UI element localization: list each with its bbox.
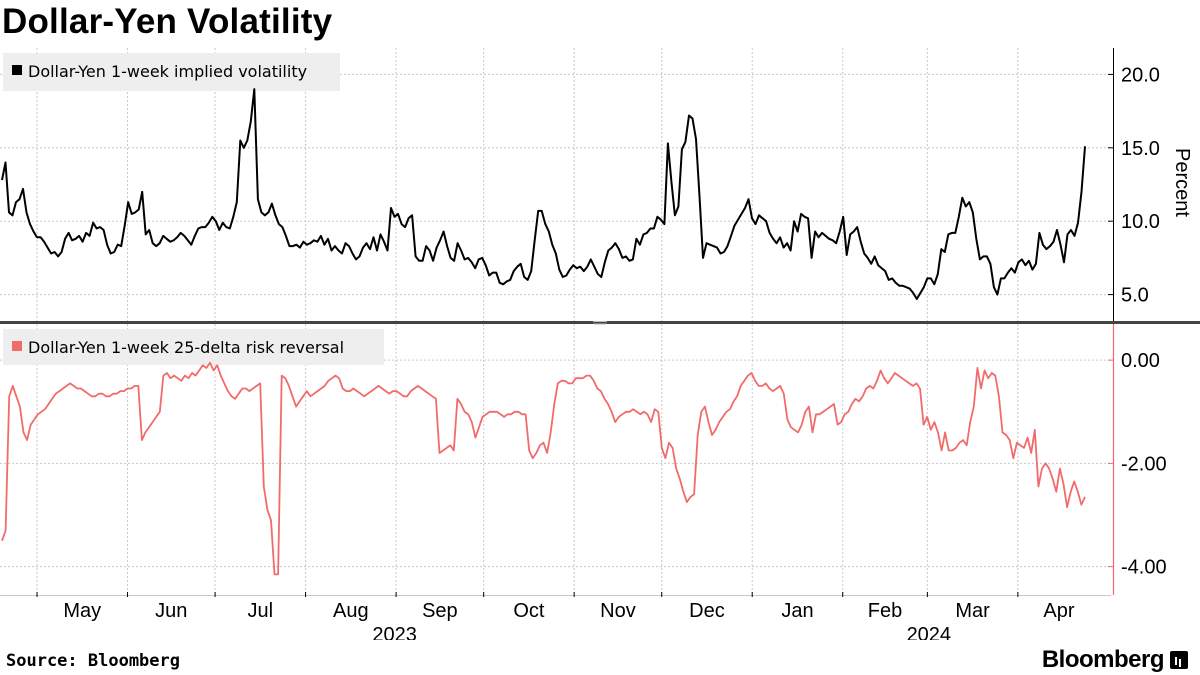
y-tick-label: 20.0	[1121, 64, 1160, 86]
x-tick-label: Mar	[955, 600, 990, 622]
legend-implied-volatility: Dollar-Yen 1-week implied volatility	[3, 53, 340, 91]
y-tick-label: -4.00	[1121, 557, 1167, 579]
legend-background	[3, 53, 340, 91]
chart-title: Dollar-Yen Volatility	[2, 2, 333, 41]
source-note: Source: Bloomberg	[6, 651, 180, 671]
y-tick-label: 15.0	[1121, 138, 1160, 160]
x-tick-label: Jul	[248, 600, 274, 622]
legend-swatch-implied-volatility	[12, 65, 22, 75]
x-tick-label: Jun	[155, 600, 187, 622]
y-tick-label: 5.0	[1121, 285, 1149, 307]
x-axis: May Jun Jul Aug Sep Oct Nov Dec Jan Feb Mar Apr 2023…	[36, 592, 1075, 640]
legend-label-risk-reversal: Dollar-Yen 1-week 25-delta risk reversal	[28, 338, 344, 357]
x-year-label: 2023	[372, 624, 417, 640]
legend-risk-reversal: Dollar-Yen 1-week 25-delta risk reversal	[3, 329, 384, 365]
x-year-label: 2024	[907, 624, 952, 640]
x-tick-label: Aug	[333, 600, 369, 622]
risk-reversal-line	[1, 361, 1086, 576]
brand-name: Bloomberg	[1041, 646, 1165, 673]
legend-swatch-risk-reversal	[12, 341, 22, 351]
y-axis-label: Percent	[1171, 148, 1193, 217]
bloomberg-terminal-icon	[1170, 651, 1188, 669]
top-y-ticks: 5.0 10.0 15.0 20.0	[1108, 64, 1160, 307]
x-tick-label: Dec	[689, 600, 725, 622]
bloomberg-logo: Bloomberg	[1042, 646, 1188, 674]
x-tick-label: Nov	[600, 600, 636, 622]
bottom-y-ticks: -4.00 -2.00 0.00	[1108, 350, 1167, 579]
legend-background	[3, 329, 384, 365]
x-tick-label: Apr	[1043, 600, 1074, 622]
y-tick-label: 10.0	[1121, 211, 1160, 233]
x-tick-label: Sep	[422, 600, 458, 622]
y-tick-label: 0.00	[1121, 350, 1160, 372]
x-tick-label: May	[63, 600, 101, 622]
implied-volatility-line	[1, 88, 1086, 300]
x-tick-label: Oct	[513, 600, 545, 622]
y-tick-label: -2.00	[1121, 453, 1167, 475]
legend-label-implied-volatility: Dollar-Yen 1-week implied volatility	[28, 62, 307, 81]
x-tick-label: Feb	[868, 600, 902, 622]
chart-area: Dollar-Yen 1-week implied volatility Dol…	[0, 48, 1200, 640]
x-tick-label: Jan	[781, 600, 813, 622]
